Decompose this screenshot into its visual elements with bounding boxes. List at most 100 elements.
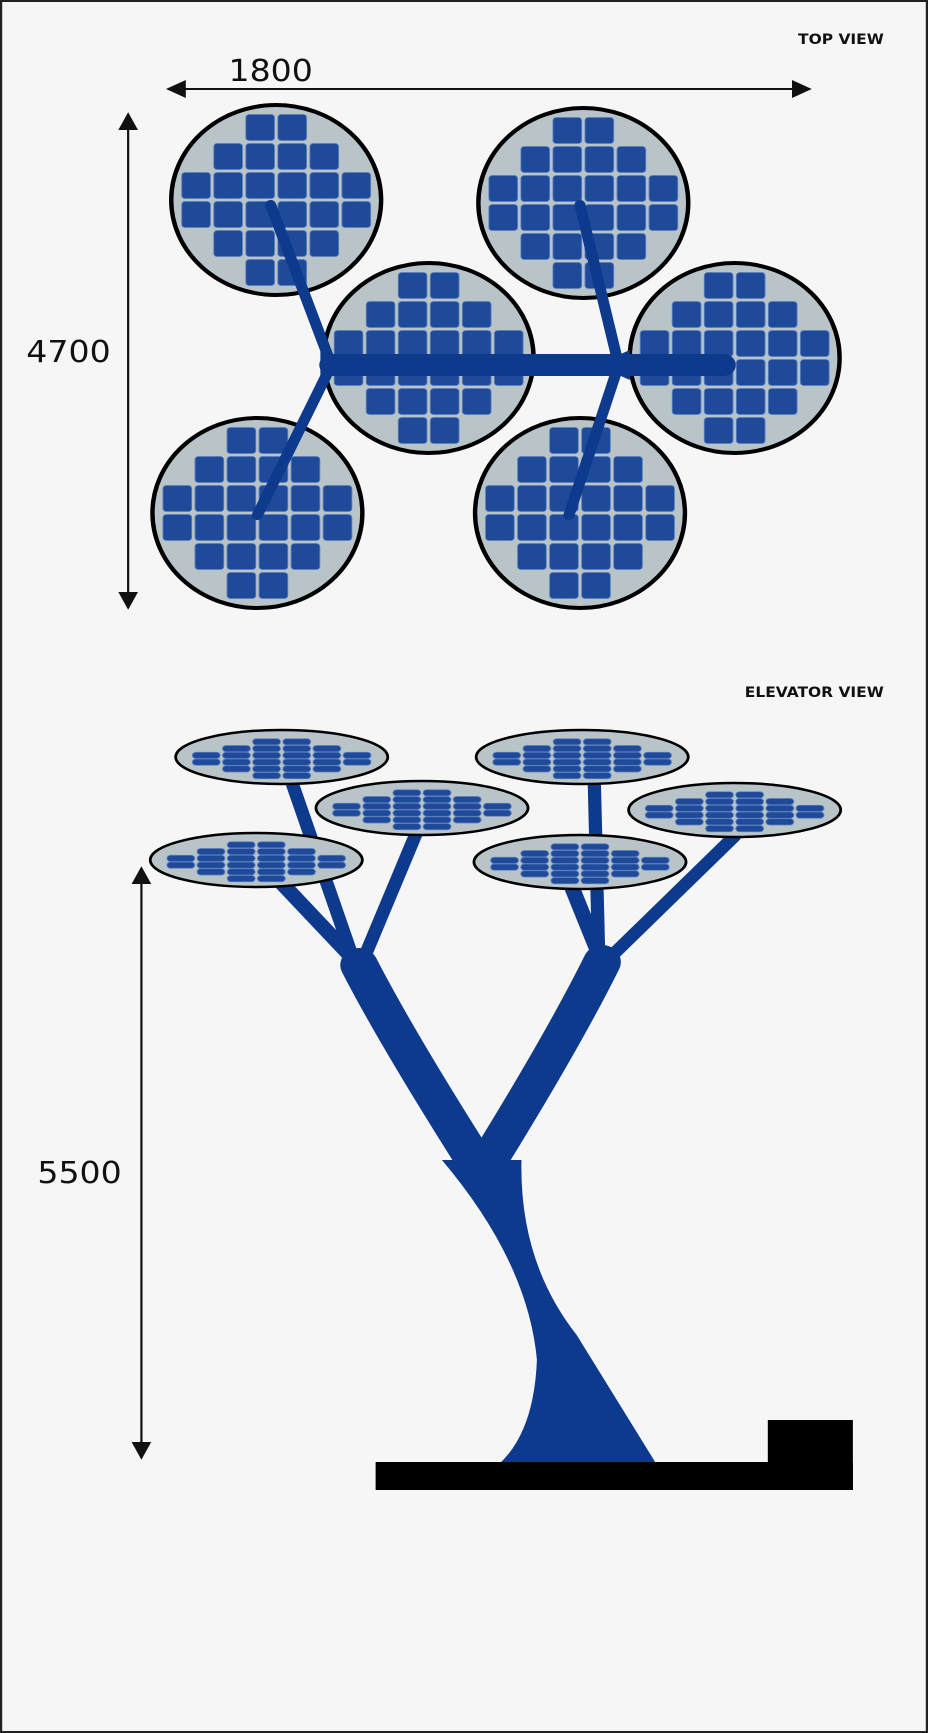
solar-cell [552, 175, 583, 202]
solar-cell [550, 863, 580, 871]
solar-cell [452, 796, 482, 804]
solar-cell [581, 485, 611, 512]
solar-cell [584, 117, 615, 144]
solar-cell [705, 804, 734, 812]
solar-cell [488, 204, 519, 231]
solar-cell [392, 789, 422, 797]
panel-cells [488, 117, 679, 289]
solar-cell [582, 745, 612, 753]
solar-cell [675, 798, 704, 806]
solar-cell [213, 201, 243, 228]
solar-cell [582, 758, 612, 766]
solar-cell [735, 272, 766, 299]
panel-cells [644, 791, 825, 833]
solar-cell [584, 175, 615, 202]
solar-cell [549, 543, 579, 570]
solar-cell [552, 233, 583, 260]
top-view-title: TOP VIEW [798, 32, 884, 48]
solar-cell [735, 301, 766, 328]
solar-cell [767, 388, 798, 415]
solar-cell [705, 791, 734, 799]
solar-cell [703, 272, 734, 299]
solar-cell [705, 798, 734, 806]
solar-cell [256, 875, 286, 883]
solar-cell [287, 868, 316, 876]
solar-cell [703, 388, 734, 415]
panel-cells [492, 738, 672, 780]
solar-cell [332, 809, 361, 817]
solar-cell [213, 172, 243, 199]
solar-cell [735, 804, 765, 812]
solar-cell [640, 856, 670, 864]
solar-cell [765, 818, 795, 826]
solar-cell [287, 848, 316, 856]
solar-cell [675, 804, 704, 812]
solar-cell [309, 201, 340, 228]
solar-cell [362, 802, 392, 810]
solar-cell [613, 543, 643, 570]
branch [251, 360, 337, 520]
solar-cell [643, 758, 672, 766]
solar-cell [520, 870, 550, 878]
solar-cell [282, 772, 312, 780]
solar-cell [613, 765, 642, 773]
solar-cell [452, 802, 482, 810]
solar-cell [392, 796, 422, 804]
solar-cell [705, 818, 734, 826]
trunk [441, 1160, 671, 1487]
solar-cell [181, 201, 211, 228]
solar-cell [610, 870, 640, 878]
solar-cell [245, 172, 275, 199]
solar-cell [517, 456, 547, 483]
solar-cell [222, 758, 251, 766]
panel-cells [191, 738, 372, 780]
solar-cell [645, 485, 675, 512]
solar-cell [550, 843, 580, 851]
solar-cell [282, 745, 312, 753]
solar-cell [258, 427, 289, 454]
solar-cell [397, 330, 428, 357]
solar-cell [639, 330, 670, 357]
solar-cell [735, 417, 766, 444]
solar-cell [610, 856, 640, 864]
solar-cell [552, 772, 582, 780]
solar-cell [226, 841, 256, 849]
solar-cell [333, 330, 364, 357]
solar-cell [483, 809, 512, 817]
solar-cell [252, 745, 281, 753]
solar-cell [613, 456, 643, 483]
solar-cell [452, 816, 482, 824]
solar-cell [166, 854, 196, 862]
solar-cell [644, 811, 674, 819]
solar-cell [581, 572, 611, 599]
solar-cell [213, 230, 243, 257]
solar-cell [256, 841, 286, 849]
solar-cell [226, 543, 257, 570]
solar-cell [196, 861, 226, 869]
solar-cell [362, 816, 392, 824]
solar-cell [765, 804, 795, 812]
solar-cell [520, 863, 550, 871]
solar-cell [735, 359, 766, 386]
solar-cell [317, 861, 347, 869]
solar-cell [397, 388, 428, 415]
solar-cell [735, 791, 765, 799]
solar-cell [735, 388, 766, 415]
solar-cell [258, 514, 289, 541]
solar-cell [429, 388, 460, 415]
solar-cell [226, 572, 257, 599]
solar-cell [309, 230, 340, 257]
solar-cell [422, 789, 452, 797]
solar-cell [485, 485, 515, 512]
solar-cell [552, 738, 582, 746]
solar-cell [616, 204, 647, 231]
solar-cell [550, 877, 580, 885]
solar-cell [520, 850, 550, 858]
solar-cell [191, 758, 221, 766]
solar-cell [671, 388, 702, 415]
branch [563, 360, 625, 520]
solar-cell [226, 861, 256, 869]
solar-cell [312, 758, 342, 766]
solar-cell [422, 823, 452, 831]
solar-cell [226, 854, 256, 862]
